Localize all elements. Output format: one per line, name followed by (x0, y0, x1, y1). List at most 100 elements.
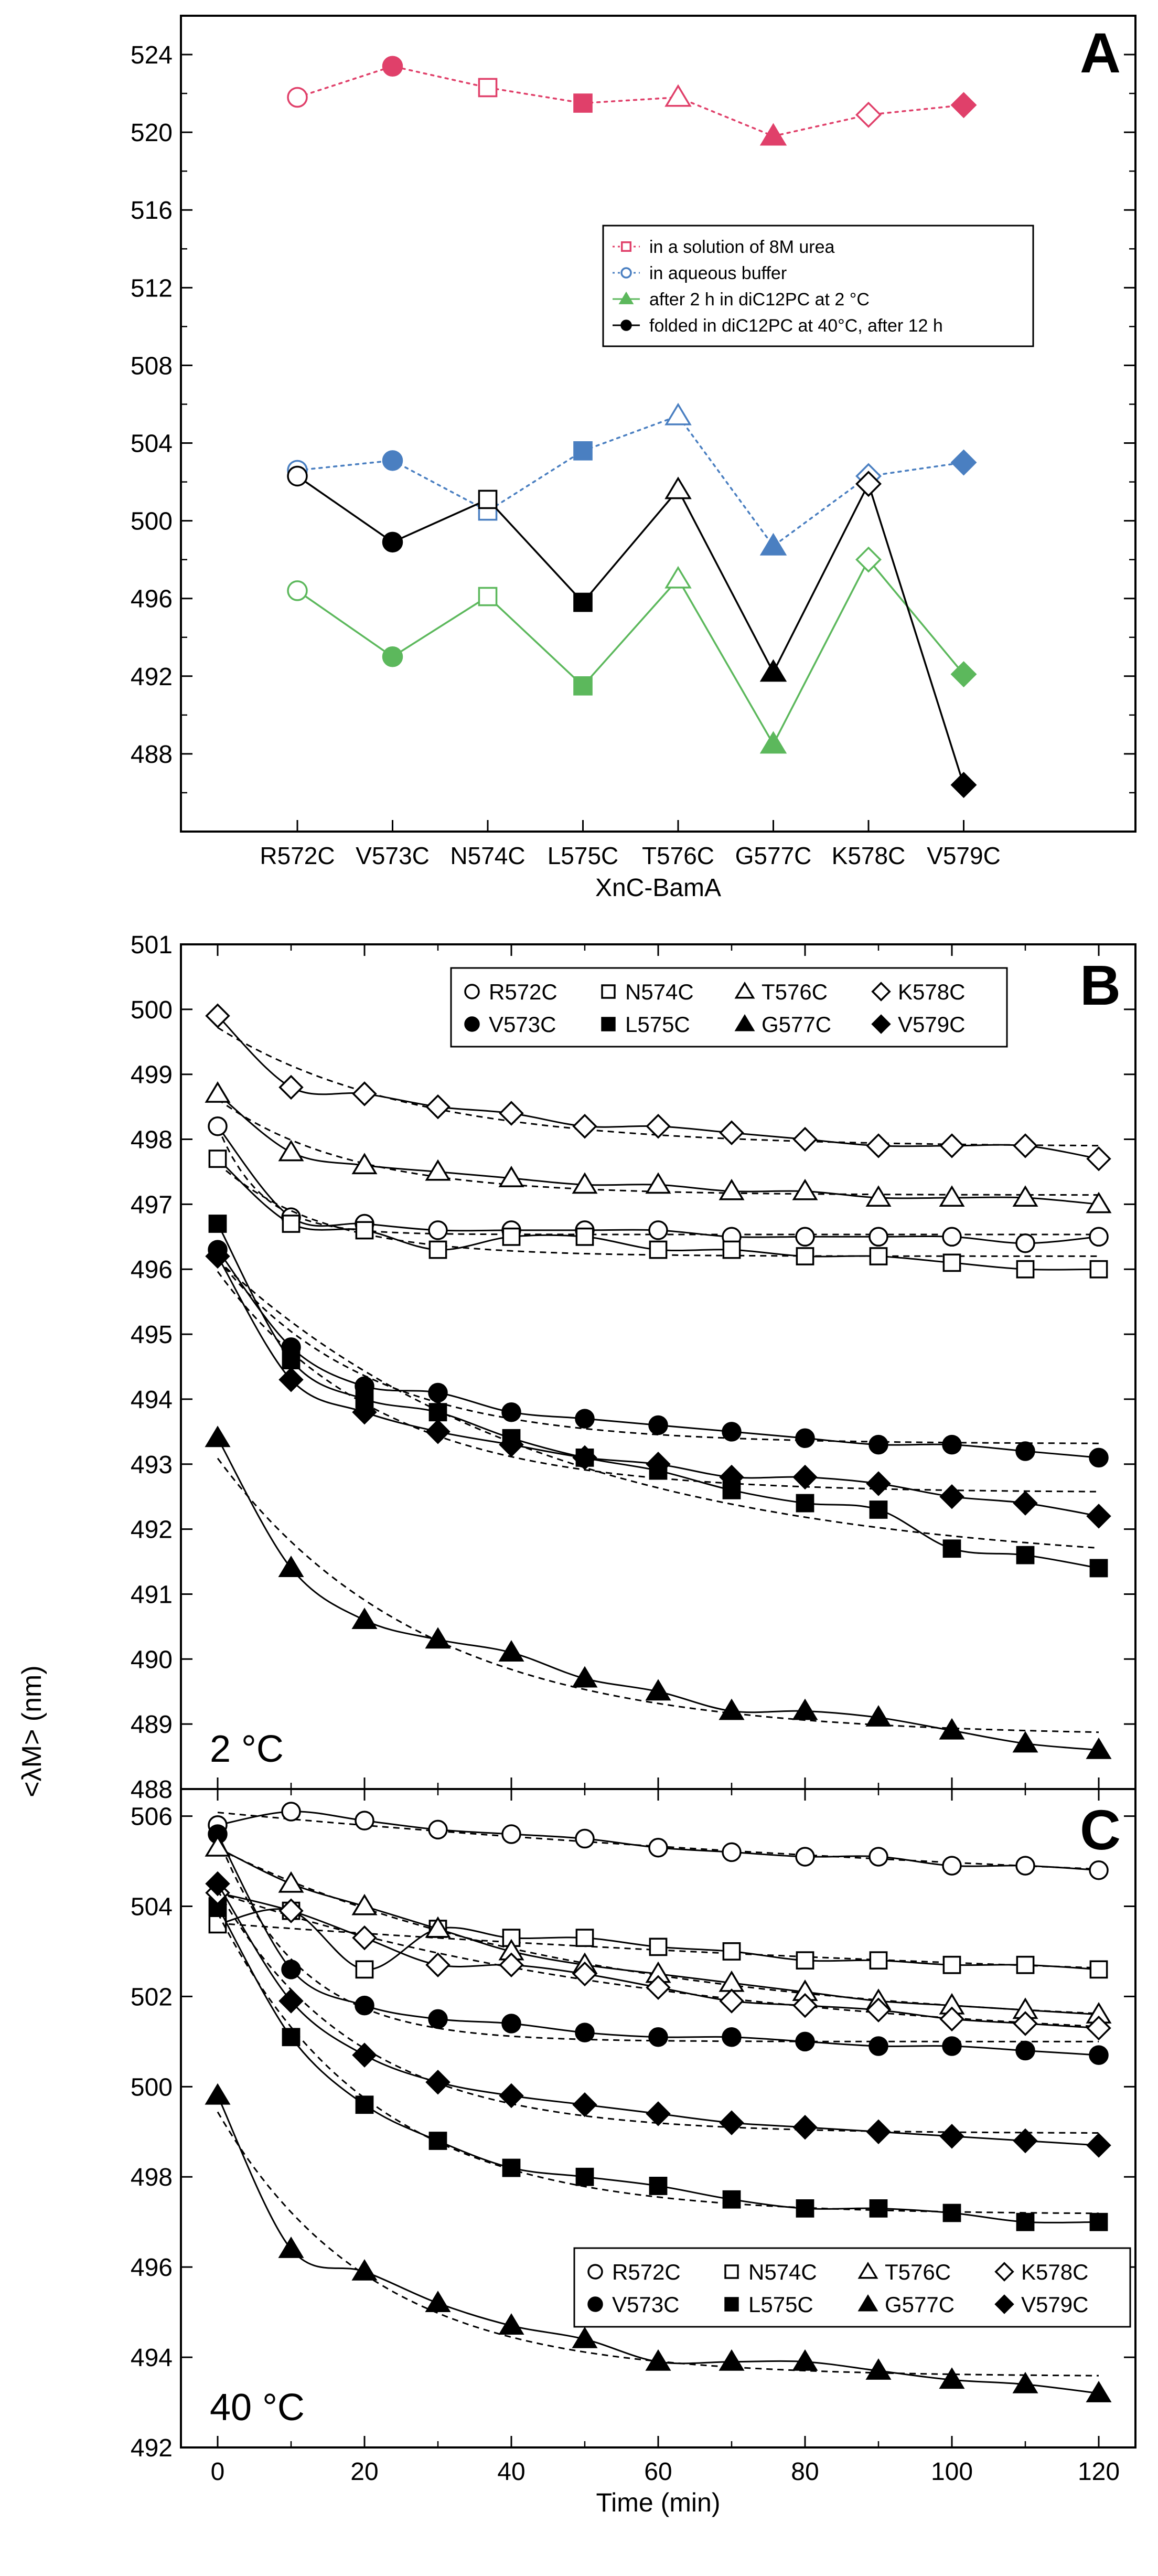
data-point (722, 2190, 741, 2209)
legend-marker (601, 984, 616, 999)
legend-label: V573C (489, 1012, 556, 1037)
legend-label: N574C (625, 980, 694, 1004)
data-point (795, 1847, 815, 1867)
fit-curve-solid (217, 1892, 1099, 2029)
legend-marker (857, 2294, 878, 2312)
legend-marker (994, 2294, 1014, 2314)
y-tick-label: 489 (131, 1711, 173, 1739)
legend-marker (587, 2264, 603, 2280)
legend-label: L575C (748, 2292, 813, 2317)
y-tick-label: 492 (131, 2434, 173, 2462)
data-point (796, 1494, 814, 1513)
data-point (572, 1961, 597, 1987)
data-point (499, 1432, 524, 1457)
legend-label: after 2 h in diC12PC at 2 °C (649, 290, 870, 310)
legend-marker (857, 2261, 878, 2279)
data-point (1089, 1960, 1108, 1979)
data-point (355, 1811, 374, 1830)
data-point (352, 1925, 377, 1951)
data-point (208, 1149, 227, 1168)
data-point (939, 1718, 965, 1740)
data-point (355, 1960, 374, 1979)
data-point (499, 1101, 524, 1126)
data-point (573, 93, 593, 113)
data-point (282, 1351, 301, 1370)
data-point (855, 546, 882, 573)
legend-box (450, 967, 1008, 1048)
data-point (1089, 1860, 1109, 1880)
data-point (278, 1074, 304, 1100)
legend-marker (620, 267, 632, 279)
fit-curve-solid (217, 1223, 1099, 1569)
data-point (352, 1399, 377, 1425)
data-point (1089, 1227, 1109, 1247)
x-tick-label: K578C (832, 842, 906, 869)
y-tick-label: 520 (131, 119, 173, 147)
data-point (278, 1556, 304, 1577)
data-point (573, 676, 593, 696)
data-point (722, 1842, 742, 1862)
data-point (205, 1835, 231, 1857)
data-point (351, 2259, 378, 2281)
data-point (719, 1698, 745, 1720)
series (205, 1081, 1112, 1214)
legend-marker (994, 2262, 1014, 2282)
panel-b: 488 489 490 491 492 493 494 495 496 497 498 499 500 5… (131, 931, 1136, 1804)
data-point (573, 592, 593, 612)
y-tick-label: 488 (131, 1776, 173, 1804)
data-point (278, 2236, 304, 2258)
data-point (866, 2119, 891, 2145)
legend-marker (724, 2297, 739, 2312)
x-tick-label: L575C (548, 842, 619, 869)
data-point (428, 1819, 448, 1840)
data-point (575, 2023, 595, 2042)
data-point (646, 1975, 671, 2000)
data-point (355, 1221, 374, 1240)
series (205, 2083, 1112, 2402)
data-point (792, 2349, 818, 2371)
data-point (278, 1140, 304, 1162)
data-point (796, 1951, 814, 1970)
y-tick-label: 516 (131, 197, 173, 225)
legend-marker (620, 320, 632, 331)
data-point (208, 1915, 227, 1934)
fit-curve-dashed (217, 1259, 1099, 1549)
y-tick-label: 491 (131, 1581, 173, 1609)
data-point (865, 2358, 892, 2380)
data-point (478, 78, 498, 98)
temperature-annotation: 2 °C (210, 1728, 284, 1770)
data-point (278, 1871, 304, 1893)
legend-marker (464, 984, 480, 999)
legend-label: G577C (885, 2292, 955, 2317)
data-point (1015, 2040, 1035, 2061)
data-point (501, 1402, 521, 1422)
data-point (719, 2349, 745, 2371)
y-tick-label: 498 (131, 2164, 173, 2191)
data-point (1086, 1146, 1111, 1172)
data-point (205, 1081, 231, 1103)
data-point (645, 1172, 671, 1194)
data-point (646, 2101, 671, 2126)
data-point (1089, 2212, 1108, 2231)
legend-marker (620, 241, 632, 252)
data-point (1015, 1856, 1035, 1876)
legend-label: T576C (762, 980, 828, 1004)
data-point (649, 2177, 668, 2195)
data-point (208, 1215, 227, 1233)
series (205, 1835, 1112, 2024)
data-point (425, 1094, 451, 1120)
legend-marker (871, 1014, 891, 1034)
data-point (351, 1153, 378, 1175)
data-point (351, 1608, 378, 1630)
data-point (1086, 2381, 1112, 2402)
data-point (1086, 1191, 1112, 1214)
series (205, 1003, 1111, 1172)
data-point (664, 566, 692, 589)
data-point (1086, 2133, 1111, 2158)
data-point (278, 1898, 304, 1923)
data-point (865, 1705, 892, 1727)
y-tick-label: 496 (131, 1256, 173, 1284)
series (208, 1897, 1108, 2231)
data-point (942, 1856, 962, 1876)
y-tick-label: 492 (131, 663, 173, 691)
